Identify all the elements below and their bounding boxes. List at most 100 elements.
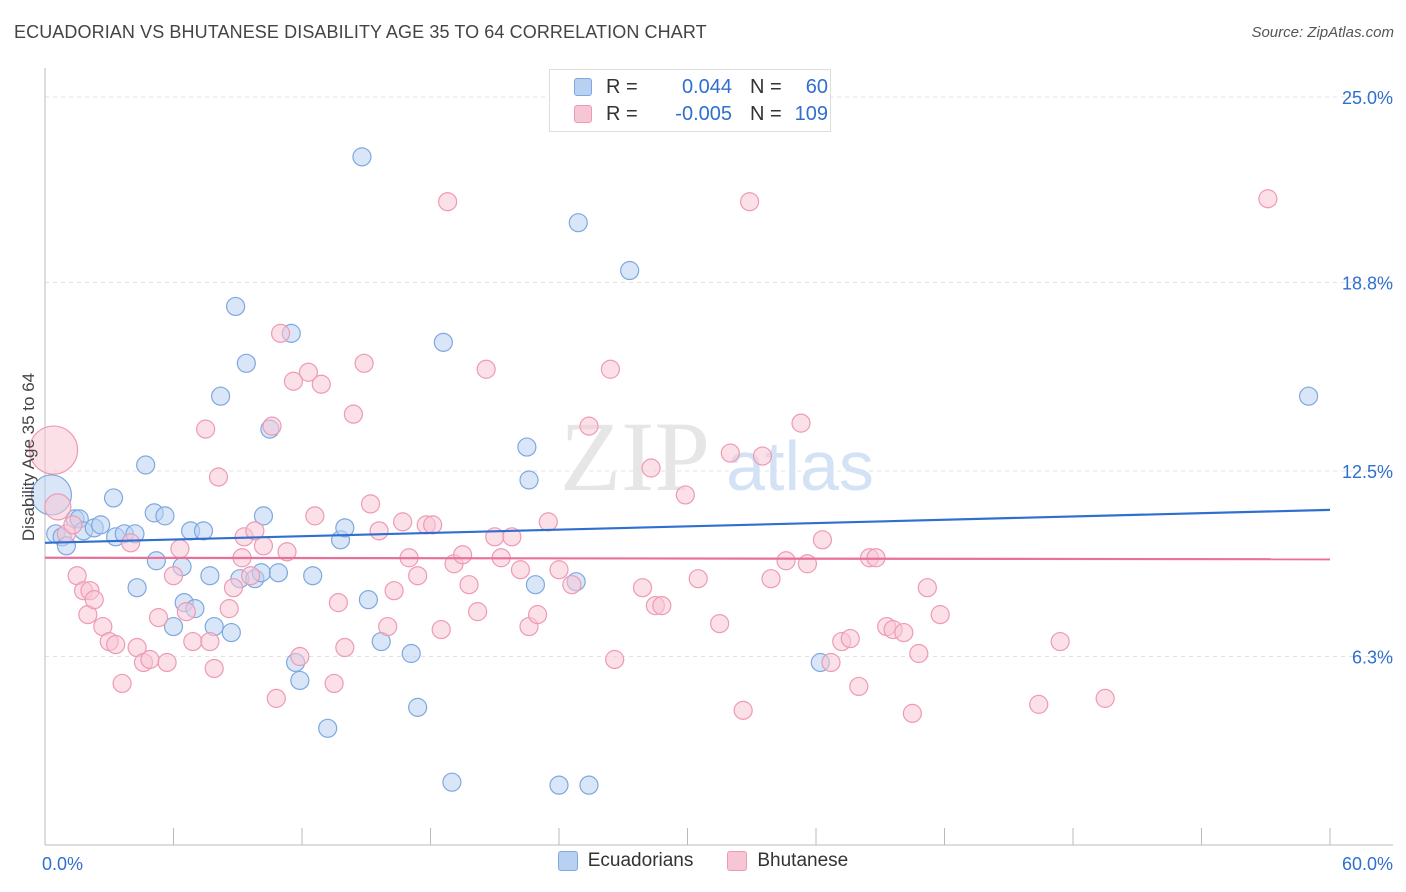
bhutanese-point xyxy=(360,494,381,514)
bhutanese-point xyxy=(245,521,265,541)
bhutanese-point xyxy=(776,551,796,571)
legend-n-value: 60 xyxy=(805,75,828,98)
bhutanese-point xyxy=(106,634,126,655)
bhutanese-point xyxy=(431,619,451,640)
bhutanese-point xyxy=(1258,189,1278,209)
ecuadorian-point xyxy=(579,775,599,795)
legend-swatch-ecuadorians xyxy=(574,78,592,96)
series-ecuadorians xyxy=(30,147,1319,795)
legend-n-value: 109 xyxy=(794,102,828,125)
legend-n-label: N = xyxy=(750,75,782,98)
bhutanese-point xyxy=(298,362,319,382)
bhutanese-point xyxy=(459,575,479,595)
bhutanese-point xyxy=(821,652,841,673)
bhutanese-point xyxy=(761,569,781,589)
ecuadorian-point xyxy=(303,566,323,586)
ecuadorian-point xyxy=(408,697,428,717)
bhutanese-point xyxy=(632,578,653,598)
legend-n-label: N = xyxy=(750,102,782,125)
ecuadorian-point xyxy=(318,718,338,738)
bhutanese-point xyxy=(740,192,760,212)
bhutanese-point xyxy=(283,371,304,391)
ecuadorian-point xyxy=(433,332,453,352)
bhutanese-point xyxy=(652,596,672,616)
legend-row-bhutanese: R = -0.005 N = 109 xyxy=(574,102,828,126)
bhutanese-point xyxy=(84,590,104,610)
ecuadorian-point xyxy=(136,455,156,475)
series-bhutanese xyxy=(28,189,1278,723)
bhutanese-point xyxy=(369,521,389,541)
bhutanese-point xyxy=(223,578,244,598)
bhutanese-point xyxy=(752,446,773,466)
ecuadorian-point xyxy=(352,147,372,167)
bhutanese-point xyxy=(549,560,569,580)
ecuadorian-point xyxy=(146,551,166,571)
bhutanese-point xyxy=(311,374,331,394)
bhutanese-point xyxy=(63,515,83,535)
ecuadorian-point xyxy=(91,515,111,535)
bhutanese-point xyxy=(675,485,695,505)
bhutanese-point xyxy=(290,646,310,667)
bhutanese-point xyxy=(335,637,355,658)
bhutanese-point xyxy=(720,443,740,463)
bhutanese-point xyxy=(170,539,190,559)
bhutanese-point xyxy=(28,425,79,475)
legend-row-ecuadorians: R = 0.044 N = 60 xyxy=(574,75,828,99)
bhutanese-point xyxy=(453,545,473,565)
bhutanese-point xyxy=(200,631,220,652)
ecuadorian-point xyxy=(568,213,588,233)
ecuadorian-point xyxy=(358,590,378,610)
bhutanese-point xyxy=(812,530,833,550)
legend-r-value: -0.005 xyxy=(675,102,732,125)
ecuadorian-point xyxy=(620,260,640,281)
bhutanese-point xyxy=(510,560,531,580)
bhutanese-point xyxy=(538,512,558,532)
bhutanese-point xyxy=(1095,688,1115,708)
x-tick-label: 0.0% xyxy=(42,854,83,874)
ecuadorian-point xyxy=(221,622,241,643)
ecuadorian-point xyxy=(103,488,124,508)
bhutanese-point xyxy=(641,458,661,478)
watermark-atlas: atlas xyxy=(726,427,874,505)
ecuadorian-point xyxy=(127,578,147,598)
bhutanese-point xyxy=(176,602,196,622)
bhutanese-point xyxy=(112,673,132,694)
ecuadorian-point xyxy=(193,521,214,541)
legend-item-ecuadorians: Ecuadorians xyxy=(557,850,694,872)
legend-r-label: R = xyxy=(606,75,638,98)
bhutanese-point xyxy=(909,643,929,664)
y-tick-label: 6.3% xyxy=(1352,648,1393,668)
bhutanese-point xyxy=(579,416,599,436)
bhutanese-point xyxy=(384,581,404,601)
legend-r-value: 0.044 xyxy=(681,75,732,98)
bhutanese-point xyxy=(163,566,184,586)
bhutanese-point xyxy=(44,493,72,521)
legend-swatch-bhutanese xyxy=(727,851,748,871)
legend-swatch-ecuadorians xyxy=(557,851,578,871)
chart-title: ECUADORIAN VS BHUTANESE DISABILITY AGE 3… xyxy=(14,22,707,42)
bhutanese-point xyxy=(343,404,363,424)
ecuadorian-point xyxy=(200,566,220,586)
correlation-legend: R = 0.044 N = 60 R = -0.005 N = 109 xyxy=(549,69,831,132)
bhutanese-point xyxy=(527,605,548,625)
bhutanese-point xyxy=(196,419,216,439)
series-legend: Ecuadorians Bhutanese xyxy=(0,850,1406,872)
legend-r-label: R = xyxy=(606,102,638,125)
bhutanese-point xyxy=(1029,694,1049,714)
bhutanese-point xyxy=(208,467,229,487)
legend-item-bhutanese: Bhutanese xyxy=(727,850,848,872)
bhutanese-point xyxy=(241,566,261,586)
ecuadorian-point xyxy=(519,470,539,490)
watermark: ZIP atlas xyxy=(560,401,874,512)
bhutanese-point xyxy=(502,527,522,547)
bhutanese-point xyxy=(219,599,239,619)
bhutanese-point xyxy=(393,512,413,532)
bhutanese-point xyxy=(902,703,922,723)
bhutanese-point xyxy=(1050,631,1070,652)
bhutanese-point xyxy=(438,192,458,212)
legend-label-ecuadorians: Ecuadorians xyxy=(587,850,694,871)
bhutanese-point xyxy=(305,506,325,526)
bhutanese-point xyxy=(157,652,177,673)
bhutanese-point xyxy=(423,515,443,535)
